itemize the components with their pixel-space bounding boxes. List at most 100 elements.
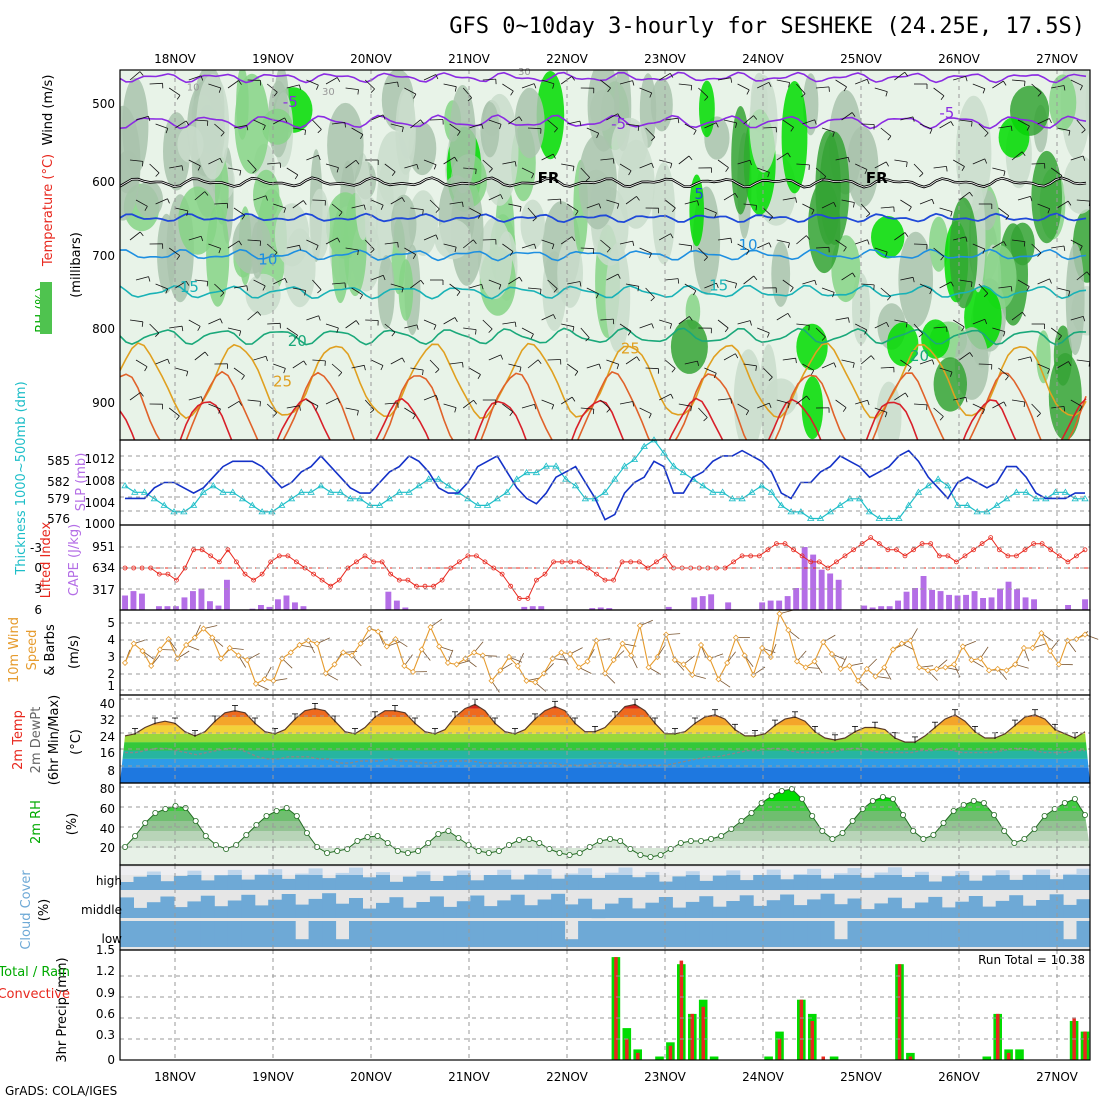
wind-barb [1017,279,1030,287]
cape-bar [801,547,808,610]
grid-lines [120,70,1090,1060]
wind-barb-flag [176,95,181,100]
wind-barb-flag [929,128,933,134]
wind-barb [129,392,141,401]
tick-label: 40 [100,697,115,711]
tick-label: 24 [100,730,115,744]
cape-bar [122,595,128,610]
tick-label: 0 [107,1053,115,1067]
lifted-index-point [191,547,197,553]
wind-barb [606,359,619,365]
cloud-cell [551,921,566,947]
axis-title: CAPE (J/kg) [67,524,82,596]
wind-barb [1011,151,1023,161]
wind-barb-flag [690,406,692,412]
wind-barb [796,235,807,245]
cape-bar [980,598,986,610]
wind-speed-point [558,649,565,656]
wind-barb-flag [1082,316,1086,322]
cloud-cell [739,921,754,947]
wind-barb [841,272,853,281]
thickness-point [1022,488,1030,495]
wind-barb [331,363,343,373]
thickness-point [121,482,129,489]
thickness-point [219,488,227,495]
wind-barb-flag [787,313,791,318]
cape-bar [946,594,952,610]
wind-barb-flag [338,211,343,217]
lifted-index-point [954,559,959,565]
rh-contour [831,235,861,303]
precip-convective-bar [679,960,684,1060]
rh-point [849,818,856,825]
cloud-cell [1063,873,1078,890]
wind-speed-point [427,624,434,631]
wind-barb [600,399,611,409]
wind-barb [717,398,731,401]
wind-barb [371,274,384,281]
rh-point [778,788,785,795]
lifted-index-point [362,553,368,559]
cloud-cell [456,901,471,918]
cloud-cell [524,874,539,890]
wind-barb [600,239,611,249]
cloud-cell [982,875,997,890]
wind-barb-flag [1079,406,1083,412]
wind-barb-flag [316,84,319,90]
wind-barb-flag [420,279,425,285]
wind-barb [561,323,574,328]
rh-point [1061,800,1068,807]
wind-barb [913,403,928,406]
wind-speed-point [209,634,216,641]
wind-barb [443,243,457,248]
wind-barb-flag [510,90,514,96]
rh-contour [699,80,715,138]
cape-bar [886,606,893,610]
wind-barb-flag [832,131,835,137]
wind-barb-flag [140,392,144,397]
wind-barb-flag [867,239,870,245]
run-total-label: Run Total = 10.38 [978,953,1085,967]
wind-barb-flag [703,256,708,261]
cloud-cell [389,897,404,918]
cloud-high-haze [120,867,1090,875]
wind-barb-flag [456,291,461,297]
wind-barb [835,399,847,408]
thickness-point [826,508,835,515]
wind-barb-flag [617,203,620,209]
rh-contour [652,162,676,265]
wind-barb-flag [338,372,343,377]
wind-barb [1070,155,1084,161]
wind-barb-flag [363,204,366,210]
cape-bar [190,591,196,610]
axis-title: Cloud Cover [19,870,34,950]
wind-barb [874,321,887,329]
cloud-cell [295,939,310,947]
surface-wind-barb [1067,640,1077,653]
wind-barb [992,80,1004,89]
wind-barb-flag [716,282,719,288]
thickness-point [424,475,433,482]
wind-barb-flag [851,112,856,117]
tick-label: 1012 [84,452,115,466]
wind-barb-flag [167,358,170,364]
wind-barb-flag [886,322,890,327]
wind-barb [919,123,933,130]
wind-barb [429,199,440,210]
rh-point [920,836,927,843]
wind-barb [580,247,594,250]
rh-point [788,786,795,793]
wind-barb [894,232,906,241]
isotherm-20 [120,327,1087,346]
wind-barb [462,87,473,99]
cape-bar [589,608,596,610]
thickness-point [513,475,521,482]
wind-barb-flag [1037,92,1042,97]
cape-bar [895,600,901,610]
wind-barb-flag [284,117,288,123]
cloud-cell [268,899,283,918]
rh-point [647,854,654,861]
thickness-point [140,488,149,495]
wind-barb-flag [697,200,700,206]
surface-wind-barb [683,655,695,665]
